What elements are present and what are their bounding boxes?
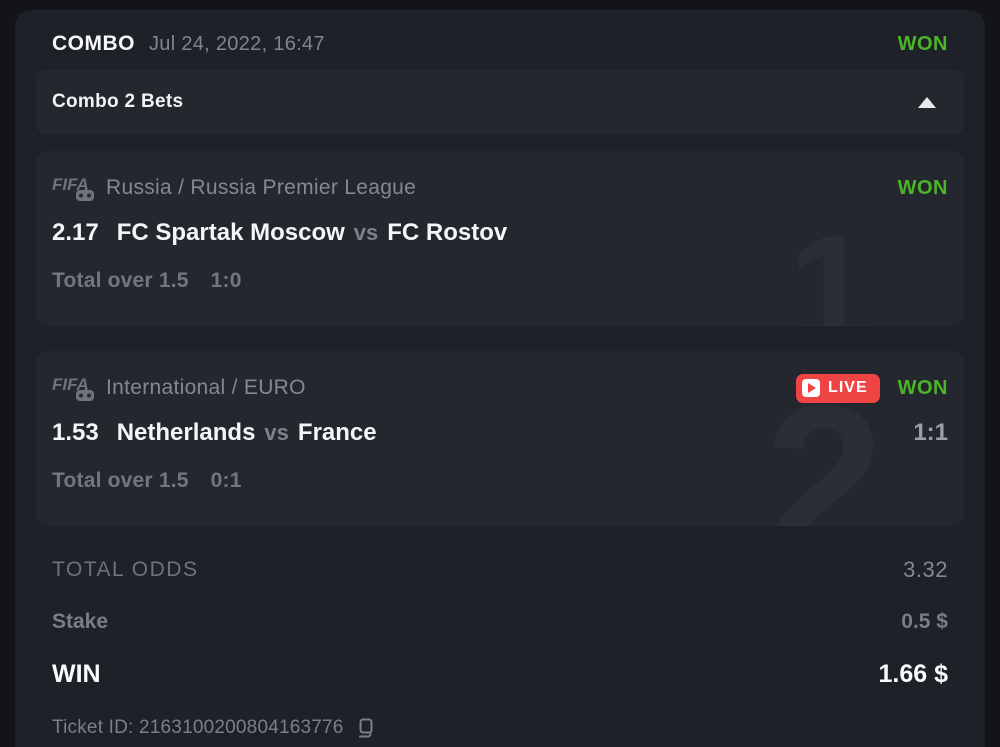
bet-status-badge: WON <box>897 376 948 399</box>
ticket-date: Jul 24, 2022, 16:47 <box>149 32 325 55</box>
bet-ticket-card: COMBO Jul 24, 2022, 16:47 WON Combo 2 Be… <box>15 10 985 747</box>
ticket-type-label: COMBO <box>52 32 135 55</box>
svg-text:FIFA: FIFA <box>52 375 89 394</box>
win-label: WIN <box>52 660 101 688</box>
ticket-header: COMBO Jul 24, 2022, 16:47 WON <box>36 24 964 70</box>
stake-label: Stake <box>52 610 109 633</box>
combo-bets-toggle[interactable]: Combo 2 Bets <box>36 70 964 134</box>
away-team: France <box>297 419 377 446</box>
league-name: International / EURO <box>106 376 306 399</box>
live-label: LIVE <box>828 379 868 396</box>
bet-card-1: 1 FIFA Russia / Russia Premier League WO… <box>36 151 964 326</box>
bet-card-2: 2 FIFA International / EURO LIVE WON <box>36 351 964 526</box>
svg-text:FIFA: FIFA <box>52 175 89 194</box>
league-name: Russia / Russia Premier League <box>106 176 417 199</box>
chevron-up-icon <box>918 96 936 108</box>
combo-bets-label: Combo 2 Bets <box>52 91 184 112</box>
ticket-summary: TOTAL ODDS 3.32 Stake 0.5 $ WIN 1.66 $ T… <box>36 557 964 739</box>
live-badge: LIVE <box>796 373 880 403</box>
away-team: FC Rostov <box>387 219 508 246</box>
total-odds-label: TOTAL ODDS <box>52 558 199 581</box>
market-name: Total over 1.5 <box>52 269 189 292</box>
fifa-esports-icon: FIFA <box>52 175 94 201</box>
play-icon <box>802 379 821 397</box>
ticket-status-badge: WON <box>897 32 948 55</box>
market-score: 0:1 <box>210 469 242 492</box>
home-team: FC Spartak Moscow <box>116 219 345 246</box>
copy-icon[interactable] <box>354 717 376 739</box>
bet-status-badge: WON <box>897 176 948 199</box>
ticket-id-text: Ticket ID: 2163100200804163776 <box>52 717 344 738</box>
live-match-score: 1:1 <box>913 419 948 446</box>
win-value: 1.66 $ <box>878 660 948 688</box>
vs-label: vs <box>353 220 379 245</box>
total-odds-value: 3.32 <box>903 557 948 582</box>
home-team: Netherlands <box>116 419 256 446</box>
vs-label: vs <box>264 420 289 445</box>
market-score: 1:0 <box>210 269 242 292</box>
bet-odds: 2.17 <box>52 219 99 246</box>
stake-value: 0.5 $ <box>901 610 948 633</box>
bet-odds: 1.53 <box>52 419 99 446</box>
fifa-esports-icon: FIFA <box>52 375 94 401</box>
market-name: Total over 1.5 <box>52 469 189 492</box>
